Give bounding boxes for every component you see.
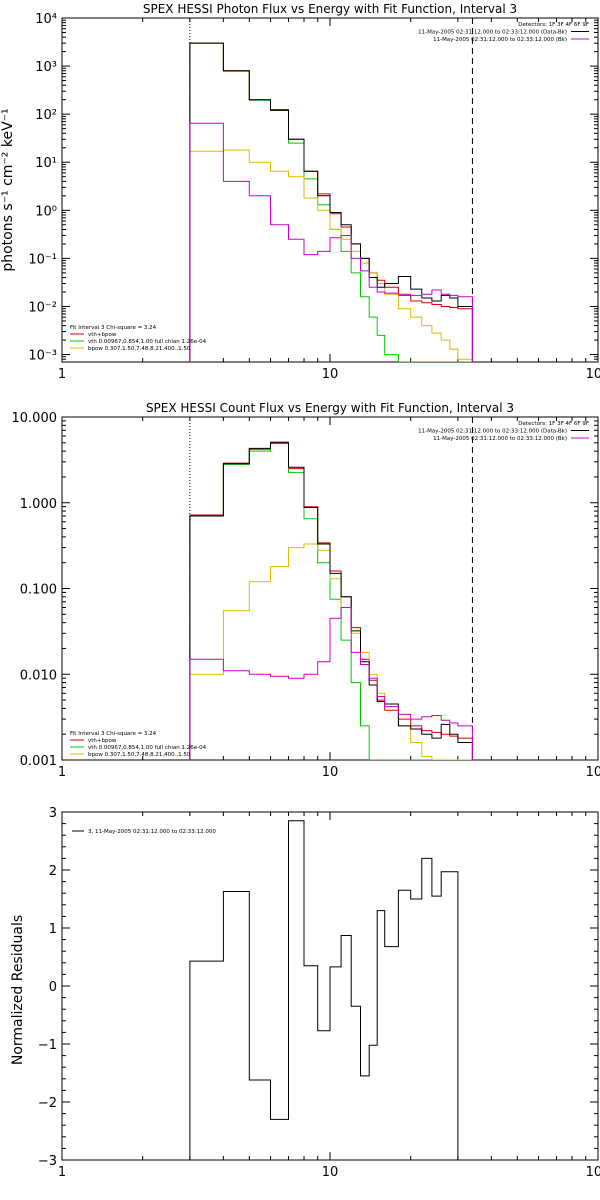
count-flux-title: SPEX HESSI Count Flux vs Energy with Fit… — [146, 401, 514, 415]
header-text: 11-May-2005 02:31:12.000 to 02:33:12.000… — [418, 30, 567, 36]
y-tick-label: 10.000 — [12, 411, 58, 426]
y-tick-label: 3 — [49, 806, 57, 821]
plot-frame — [61, 17, 599, 363]
residuals-panel: Normalized Residuals 1 10 100 −3 −2 −1 0 1 2 3 3, … — [10, 806, 600, 1180]
y-tick-label: 2 — [49, 864, 57, 879]
fit-legend-text: vth 0.00967,0.854,1.00 full chian 1.26e-… — [88, 339, 207, 345]
y-tick-label: 10⁻¹ — [28, 252, 57, 267]
y-tick-label: 0.100 — [20, 583, 57, 598]
y-tick-label: 10⁴ — [35, 12, 57, 27]
x-tick-label: 1 — [58, 765, 66, 780]
x-tick-label: 10 — [322, 1165, 339, 1180]
count-flux-panel: SPEX HESSI Count Flux vs Energy with Fit… — [12, 401, 600, 780]
series-data-line — [189, 820, 473, 1160]
y-tick-label: 0 — [49, 980, 57, 995]
fit-legend-text: vth+bpow — [88, 332, 117, 338]
photon-flux-ylabel: photons s⁻¹ cm⁻² keV⁻¹ — [0, 108, 16, 271]
series-data-line — [189, 442, 473, 760]
fit-legend-text: Fit Interval 3 Chi-square = 3.24 — [70, 731, 157, 737]
x-tick-label: 10 — [322, 765, 339, 780]
series-data-line — [189, 42, 473, 362]
y-tick-label: 1.000 — [20, 497, 57, 512]
y-tick-label: 10² — [35, 108, 57, 123]
y-tick-label: 0.001 — [20, 754, 57, 769]
header-text: 11-May-2005 02:31:12.000 to 02:33:12.000… — [433, 37, 567, 43]
y-tick-label: 1 — [49, 922, 57, 937]
y-tick-label: 10⁻³ — [28, 349, 57, 364]
y-tick-label: 0.010 — [20, 668, 57, 683]
y-tick-label: −2 — [38, 1096, 57, 1111]
series-bpow-line — [189, 149, 473, 362]
header-text: Detectors: 1F 3F 4F 6F 9F — [518, 421, 589, 427]
series-vth+bpow-line — [189, 42, 473, 362]
x-tick-label: 10 — [322, 367, 339, 382]
x-tick-label: 1 — [58, 367, 66, 382]
x-tick-label: 100 — [586, 1165, 600, 1180]
y-tick-label: −3 — [38, 1154, 57, 1169]
fit-legend-text: Fit Interval 3 Chi-square = 3.24 — [70, 325, 157, 331]
fit-legend-text: vth+bpow — [88, 738, 117, 744]
y-tick-label: 10⁰ — [35, 204, 57, 219]
y-tick-label: 10⁻² — [28, 300, 57, 315]
fit-legend-text: vth 0.00967,0.854,1.00 full chian 1.26e-… — [88, 745, 207, 751]
y-tick-label: 10³ — [35, 60, 57, 75]
fit-legend-text: bpow 0.307,1.50,7.48,8.21,400.,1.50 — [88, 752, 191, 758]
y-tick-label: 10¹ — [35, 156, 57, 171]
series-background-line — [189, 607, 473, 760]
x-tick-label: 100 — [586, 367, 600, 382]
series-bpow-line — [189, 543, 473, 760]
photon-flux-title: SPEX HESSI Photon Flux vs Energy with Fi… — [143, 2, 517, 16]
series-background-line — [189, 122, 473, 362]
fit-legend-text: bpow 0.307,1.50,7.48,8.21,400.,1.50 — [88, 346, 191, 352]
series-vth-line — [189, 42, 473, 362]
header-text: 11-May-2005 02:31:12.000 to 02:33:12.000… — [418, 429, 567, 435]
residual-legend-text: 3, 11-May-2005 02:31:12.000 to 02:33:12.… — [88, 829, 216, 835]
header-text: 11-May-2005 02:31:12.000 to 02:33:12.000… — [433, 436, 567, 442]
series-vth+bpow-line — [189, 441, 473, 760]
x-tick-label: 100 — [586, 765, 600, 780]
x-tick-label: 1 — [58, 1165, 66, 1180]
residuals-ylabel: Normalized Residuals — [10, 915, 26, 1065]
y-tick-label: −1 — [38, 1038, 57, 1053]
series-vth-line — [189, 443, 473, 760]
photon-flux-panel: SPEX HESSI Photon Flux vs Energy with Fi… — [0, 2, 600, 382]
header-text: Detectors: 1F 3F 4F 6F 9F — [518, 22, 589, 28]
